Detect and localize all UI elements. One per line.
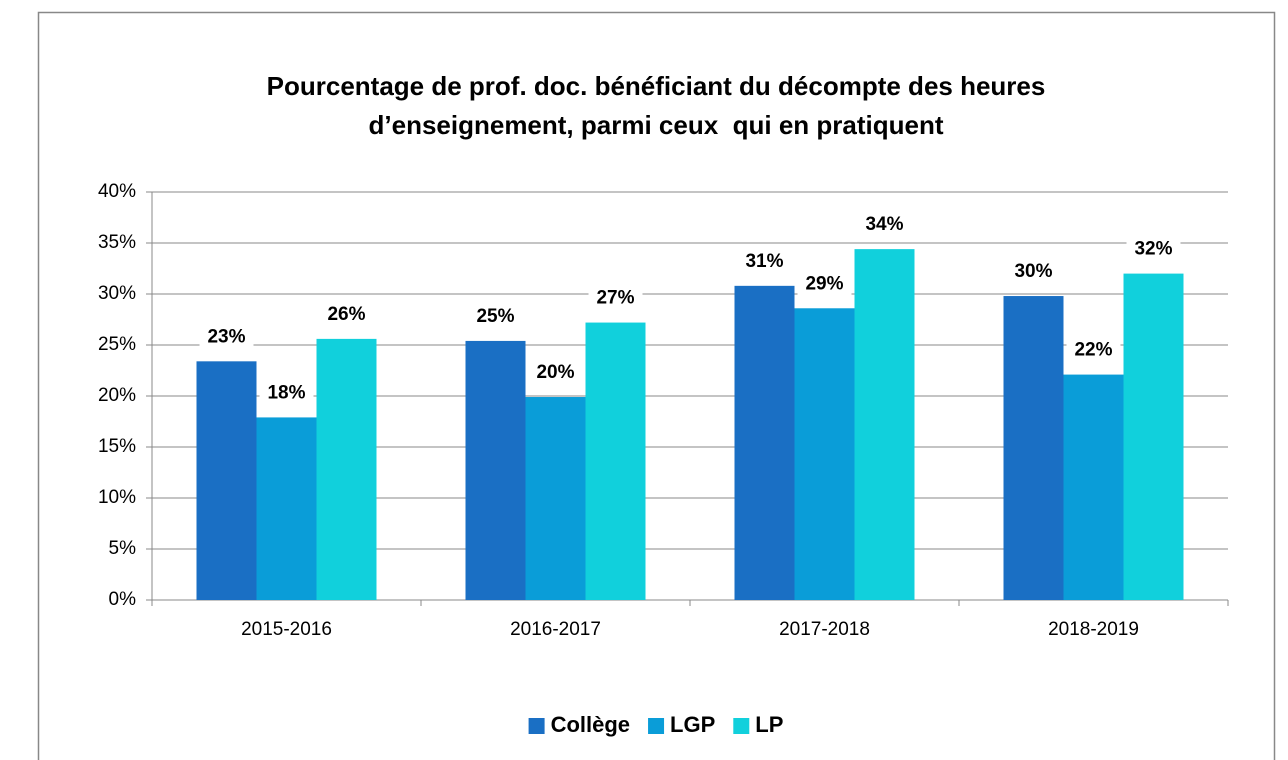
bar xyxy=(794,308,855,600)
label-bg xyxy=(199,323,254,352)
y-tick-label: 5% xyxy=(109,538,137,559)
y-tick-label: 30% xyxy=(98,283,136,304)
data-label: 25% xyxy=(476,306,514,327)
data-label: 18% xyxy=(267,382,305,403)
label-bg xyxy=(857,211,912,240)
legend-label: Collège xyxy=(551,712,630,737)
y-tick-label: 35% xyxy=(98,232,136,253)
legend-label: LGP xyxy=(670,712,715,737)
bar xyxy=(585,322,646,600)
bar xyxy=(525,397,586,600)
bar xyxy=(465,340,526,600)
legend-label: LP xyxy=(755,712,783,737)
bar xyxy=(1063,374,1124,600)
label-bg xyxy=(797,270,852,299)
x-tick-label: 2018-2019 xyxy=(1048,619,1139,640)
bar xyxy=(1003,296,1064,600)
data-label: 29% xyxy=(805,273,843,294)
y-tick-label: 10% xyxy=(98,487,136,508)
y-tick-label: 40% xyxy=(98,181,136,202)
bar xyxy=(1123,273,1184,600)
y-tick-label: 25% xyxy=(98,334,136,355)
bar xyxy=(196,361,257,600)
bar xyxy=(316,338,377,600)
y-tick-label: 0% xyxy=(109,589,137,610)
x-tick-label: 2016-2017 xyxy=(510,619,601,640)
bar xyxy=(854,249,915,600)
frame xyxy=(37,11,1276,760)
label-bg xyxy=(259,379,314,408)
legend-swatch xyxy=(733,718,750,734)
label-bg xyxy=(588,284,643,313)
data-label: 34% xyxy=(865,214,903,235)
label-bg xyxy=(1126,235,1181,264)
y-tick-label: 20% xyxy=(98,385,136,406)
data-label: 31% xyxy=(745,251,783,272)
label-bg xyxy=(319,300,374,329)
chart-title: d’enseignement, parmi ceux qui en pratiq… xyxy=(369,110,944,140)
data-label: 23% xyxy=(207,326,245,347)
chart-title: Pourcentage de prof. doc. bénéficiant du… xyxy=(267,71,1046,101)
data-label: 20% xyxy=(536,362,574,383)
data-label: 27% xyxy=(596,288,634,309)
label-bg xyxy=(528,359,583,388)
label-bg xyxy=(1006,258,1061,287)
bar xyxy=(256,417,317,600)
label-bg xyxy=(737,247,792,276)
label-bg xyxy=(1066,336,1121,365)
x-tick-label: 2017-2018 xyxy=(779,619,870,640)
legend-swatch xyxy=(648,718,665,734)
x-tick-label: 2015-2016 xyxy=(241,619,332,640)
data-label: 30% xyxy=(1014,261,1052,282)
data-label: 26% xyxy=(327,304,365,325)
label-bg xyxy=(468,302,523,331)
data-label: 22% xyxy=(1074,340,1112,361)
legend-swatch xyxy=(528,718,545,734)
y-tick-label: 15% xyxy=(98,436,136,457)
data-label: 32% xyxy=(1134,239,1172,260)
bar xyxy=(734,285,795,600)
